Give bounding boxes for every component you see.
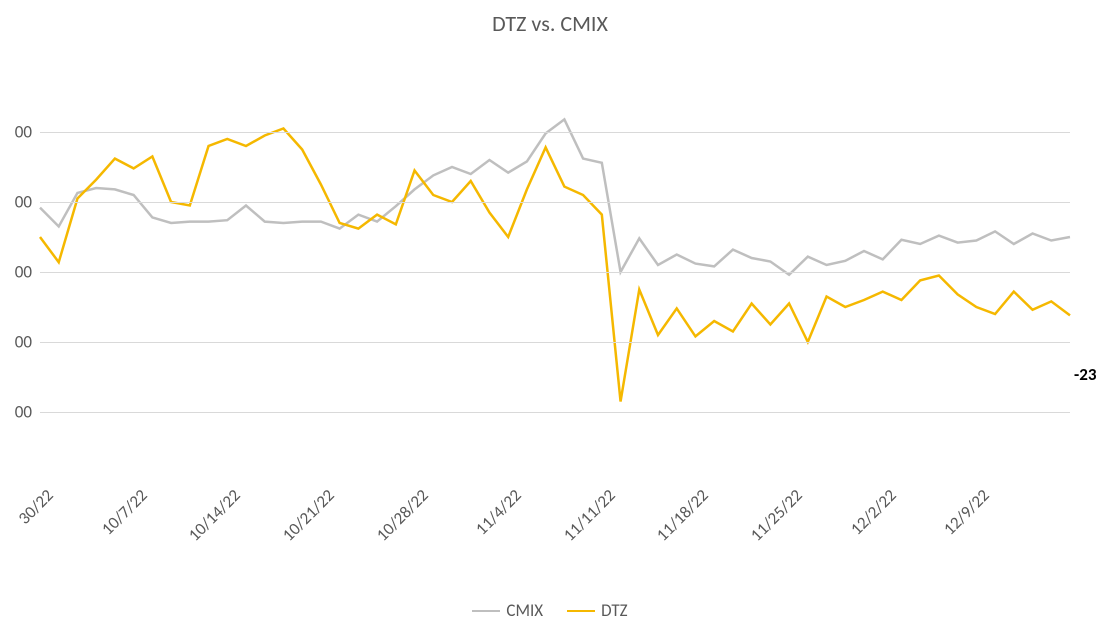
x-tick-label: 11/4/22 — [468, 482, 525, 539]
x-tick-label: 30/22 — [11, 482, 58, 529]
gridline — [40, 342, 1070, 343]
x-tick-label: 11/25/22 — [743, 482, 807, 546]
y-tick-label: 00 — [15, 402, 40, 423]
x-tick-label: 10/28/22 — [369, 482, 433, 546]
x-tick-label: 10/14/22 — [181, 482, 245, 546]
x-tick-label: 12/2/22 — [843, 482, 900, 539]
series-dtz — [40, 129, 1070, 402]
legend-label: CMIX — [506, 600, 543, 621]
legend-label: DTZ — [601, 600, 628, 621]
legend-dash-icon — [567, 610, 595, 612]
plot-area: -23 000000000030/2210/7/2210/14/2210/21/… — [40, 62, 1070, 482]
gridline — [40, 272, 1070, 273]
chart-title: DTZ vs. CMIX — [0, 10, 1100, 37]
legend-item-dtz: DTZ — [567, 600, 628, 621]
chart-container: DTZ vs. CMIX -23 000000000030/2210/7/221… — [0, 0, 1100, 628]
legend-item-cmix: CMIX — [472, 600, 543, 621]
y-tick-label: 00 — [15, 192, 40, 213]
series-cmix — [40, 119, 1070, 274]
legend-dash-icon — [472, 610, 500, 612]
x-tick-label: 11/18/22 — [650, 482, 714, 546]
y-tick-label: 00 — [15, 262, 40, 283]
y-tick-label: 00 — [15, 332, 40, 353]
gridline — [40, 412, 1070, 413]
x-tick-label: 11/11/22 — [556, 482, 620, 546]
gridline — [40, 202, 1070, 203]
legend: CMIX DTZ — [0, 600, 1100, 621]
y-tick-label: 00 — [15, 122, 40, 143]
gridline — [40, 132, 1070, 133]
x-tick-label: 10/21/22 — [275, 482, 339, 546]
x-tick-label: 10/7/22 — [94, 482, 151, 539]
end-annotation: -23 — [1074, 364, 1096, 385]
x-tick-label: 12/9/22 — [937, 482, 994, 539]
